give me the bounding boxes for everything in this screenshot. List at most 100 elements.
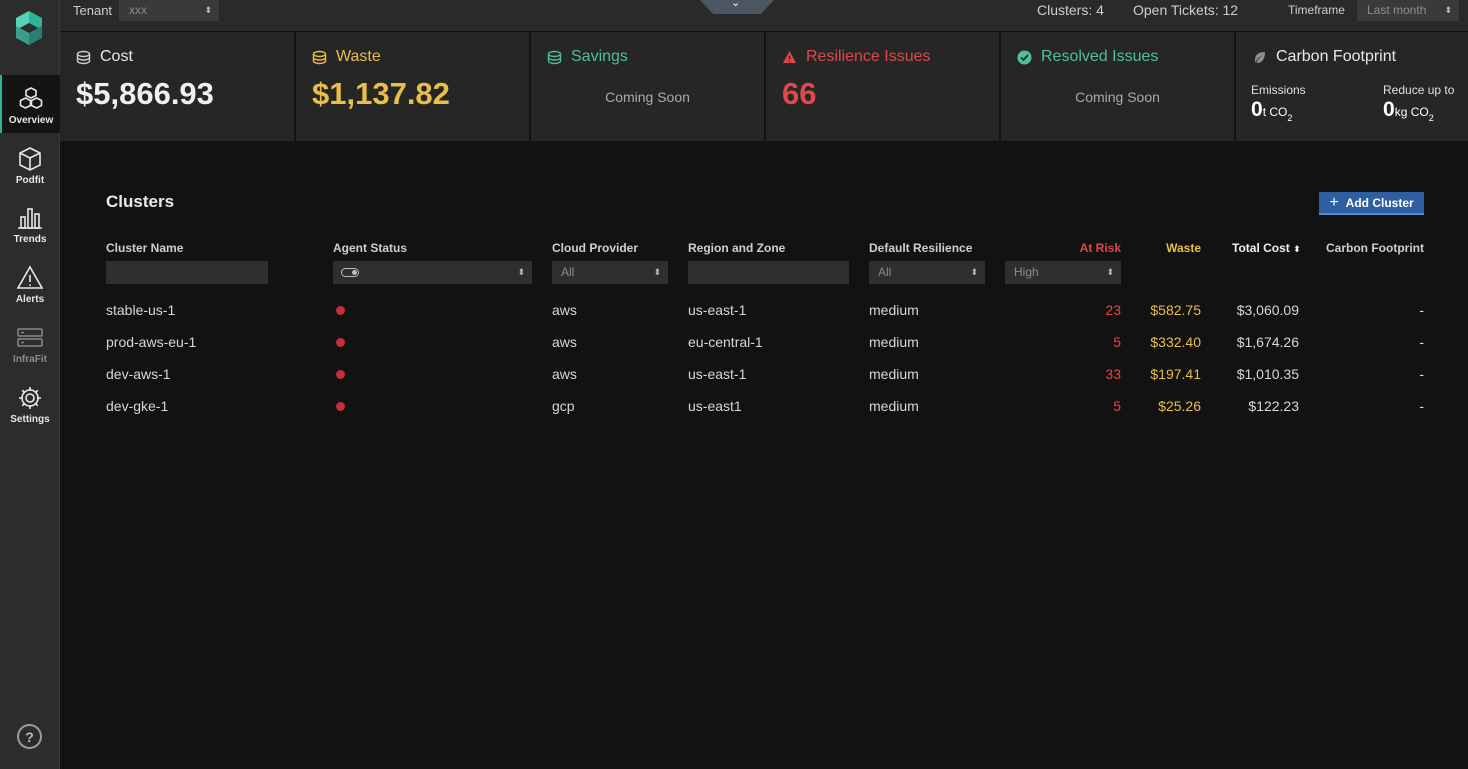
cost-value: $5,866.93 bbox=[76, 76, 214, 111]
sidebar-item-overview[interactable]: Overview bbox=[0, 75, 60, 133]
col-waste[interactable]: Waste bbox=[1166, 241, 1201, 255]
tenant-label: Tenant bbox=[73, 3, 113, 18]
emissions-label: Emissions bbox=[1251, 83, 1306, 97]
cell-cloud: aws bbox=[552, 334, 577, 350]
resolved-note: Coming Soon bbox=[1075, 89, 1160, 105]
resolved-card-title: Resolved Issues bbox=[1017, 48, 1158, 66]
at-risk-filter[interactable]: High ⬍ bbox=[1005, 261, 1121, 284]
carbon-card: Carbon Footprint Emissions 0t CO2 Reduce… bbox=[1236, 32, 1468, 141]
col-region[interactable]: Region and Zone bbox=[688, 241, 786, 255]
cell-cloud: aws bbox=[552, 302, 577, 318]
cell-total-cost: $3,060.09 bbox=[1236, 302, 1299, 318]
check-circle-icon bbox=[1017, 50, 1032, 64]
col-agent-status[interactable]: Agent Status bbox=[333, 241, 408, 255]
savings-note: Coming Soon bbox=[605, 89, 690, 105]
agent-status-dot bbox=[336, 402, 345, 411]
cell-region: us-east1 bbox=[688, 398, 742, 414]
sidebar-item-infrafit[interactable]: InfraFit bbox=[0, 314, 60, 372]
sidebar-item-label: InfraFit bbox=[13, 354, 47, 365]
sidebar-item-label: Trends bbox=[13, 234, 47, 245]
bar-chart-icon bbox=[18, 208, 42, 229]
leaf-icon bbox=[1255, 51, 1265, 63]
waste-card: Waste $1,137.82 bbox=[296, 32, 529, 141]
cost-card: Cost $5,866.93 bbox=[60, 32, 294, 141]
cell-name[interactable]: stable-us-1 bbox=[106, 302, 176, 318]
timeframe-select-value: Last month bbox=[1367, 3, 1427, 17]
cell-resilience: medium bbox=[869, 302, 919, 318]
cell-name[interactable]: dev-aws-1 bbox=[106, 366, 171, 382]
savings-card-title: Savings bbox=[547, 48, 628, 66]
resolved-card: Resolved Issues Coming Soon bbox=[1001, 32, 1234, 141]
cell-waste: $332.40 bbox=[1150, 334, 1201, 350]
sidebar-item-podfit[interactable]: Podfit bbox=[0, 135, 60, 193]
cube-icon bbox=[19, 147, 41, 171]
cell-region: us-east-1 bbox=[688, 302, 747, 318]
open-tickets-count: Open Tickets: 12 bbox=[1133, 2, 1239, 18]
cloud-provider-filter[interactable]: All ⬍ bbox=[552, 261, 668, 284]
carbon-card-title: Carbon Footprint bbox=[1252, 48, 1396, 66]
chevron-down-icon: ⌄ bbox=[731, 0, 741, 9]
col-carbon-footprint[interactable]: Carbon Footprint bbox=[1326, 241, 1424, 255]
agent-status-filter[interactable]: ⬍ bbox=[333, 261, 532, 284]
agent-status-dot bbox=[336, 338, 345, 347]
col-default-resilience[interactable]: Default Resilience bbox=[869, 241, 973, 255]
clusters-count: Clusters: 4 bbox=[1037, 2, 1104, 18]
cell-total-cost: $1,010.35 bbox=[1236, 366, 1299, 382]
coins-icon bbox=[312, 50, 327, 64]
collapse-tab[interactable]: ⌄ bbox=[700, 0, 774, 14]
clusters-title: Clusters bbox=[106, 192, 175, 211]
tenant-select[interactable]: xxx ⬍ bbox=[119, 0, 219, 21]
sidebar-item-label: Settings bbox=[10, 414, 50, 425]
region-filter[interactable] bbox=[688, 261, 849, 284]
waste-card-title: Waste bbox=[312, 48, 381, 66]
timeframe-select[interactable]: Last month ⬍ bbox=[1357, 0, 1459, 21]
help-button[interactable]: ? bbox=[17, 724, 42, 749]
cell-at-risk: 5 bbox=[1113, 398, 1121, 414]
col-total-cost[interactable]: Total Cost ⬍ bbox=[1232, 241, 1301, 255]
sidebar-item-alerts[interactable]: Alerts bbox=[0, 254, 60, 312]
sidebar: Overview Podfit Trends Alerts InfraFit S… bbox=[0, 0, 60, 769]
col-cloud-provider[interactable]: Cloud Provider bbox=[552, 241, 639, 255]
server-icon bbox=[17, 328, 43, 347]
cell-carbon: - bbox=[1419, 366, 1424, 382]
sidebar-item-settings[interactable]: Settings bbox=[0, 374, 60, 432]
cell-name[interactable]: dev-gke-1 bbox=[106, 398, 169, 414]
resilience-card-title: Resilience Issues bbox=[782, 48, 931, 66]
cell-carbon: - bbox=[1419, 334, 1424, 350]
warning-icon bbox=[16, 265, 44, 289]
reduce-label: Reduce up to bbox=[1383, 83, 1455, 97]
cell-resilience: medium bbox=[869, 366, 919, 382]
chevron-updown-icon: ⬍ bbox=[1444, 5, 1452, 15]
add-cluster-button[interactable]: + Add Cluster bbox=[1319, 192, 1424, 215]
timeframe-label: Timeframe bbox=[1288, 3, 1345, 17]
cost-card-title: Cost bbox=[76, 48, 133, 66]
sidebar-item-label: Overview bbox=[8, 115, 54, 126]
resilience-filter[interactable]: All ⬍ bbox=[869, 261, 985, 284]
top-bar: Tenant xxx ⬍ ⌄ Clusters: 4 Open Tickets:… bbox=[60, 0, 1468, 31]
toggle-icon bbox=[341, 268, 359, 277]
cell-at-risk: 5 bbox=[1113, 334, 1121, 350]
cell-resilience: medium bbox=[869, 334, 919, 350]
app-logo[interactable] bbox=[14, 10, 44, 46]
chevron-updown-icon: ⬍ bbox=[1106, 267, 1114, 277]
agent-status-dot bbox=[336, 370, 345, 379]
col-cluster-name[interactable]: Cluster Name bbox=[106, 241, 184, 255]
sidebar-item-trends[interactable]: Trends bbox=[0, 194, 60, 252]
cluster-name-filter[interactable] bbox=[106, 261, 268, 284]
chevron-updown-icon: ⬍ bbox=[970, 267, 978, 277]
plus-icon: + bbox=[1329, 193, 1339, 211]
help-icon: ? bbox=[25, 728, 34, 745]
cubes-icon bbox=[19, 87, 43, 109]
col-at-risk[interactable]: At Risk bbox=[1079, 241, 1121, 255]
cell-region: us-east-1 bbox=[688, 366, 747, 382]
sidebar-item-label: Alerts bbox=[15, 294, 45, 305]
gear-icon bbox=[19, 387, 41, 409]
tenant-select-value: xxx bbox=[129, 3, 147, 17]
cell-name[interactable]: prod-aws-eu-1 bbox=[106, 334, 197, 350]
savings-card: Savings Coming Soon bbox=[531, 32, 764, 141]
add-cluster-label: Add Cluster bbox=[1345, 195, 1414, 210]
cell-cloud: gcp bbox=[552, 398, 575, 414]
cell-waste: $25.26 bbox=[1158, 398, 1201, 414]
coins-icon bbox=[547, 50, 562, 64]
cell-carbon: - bbox=[1419, 302, 1424, 318]
